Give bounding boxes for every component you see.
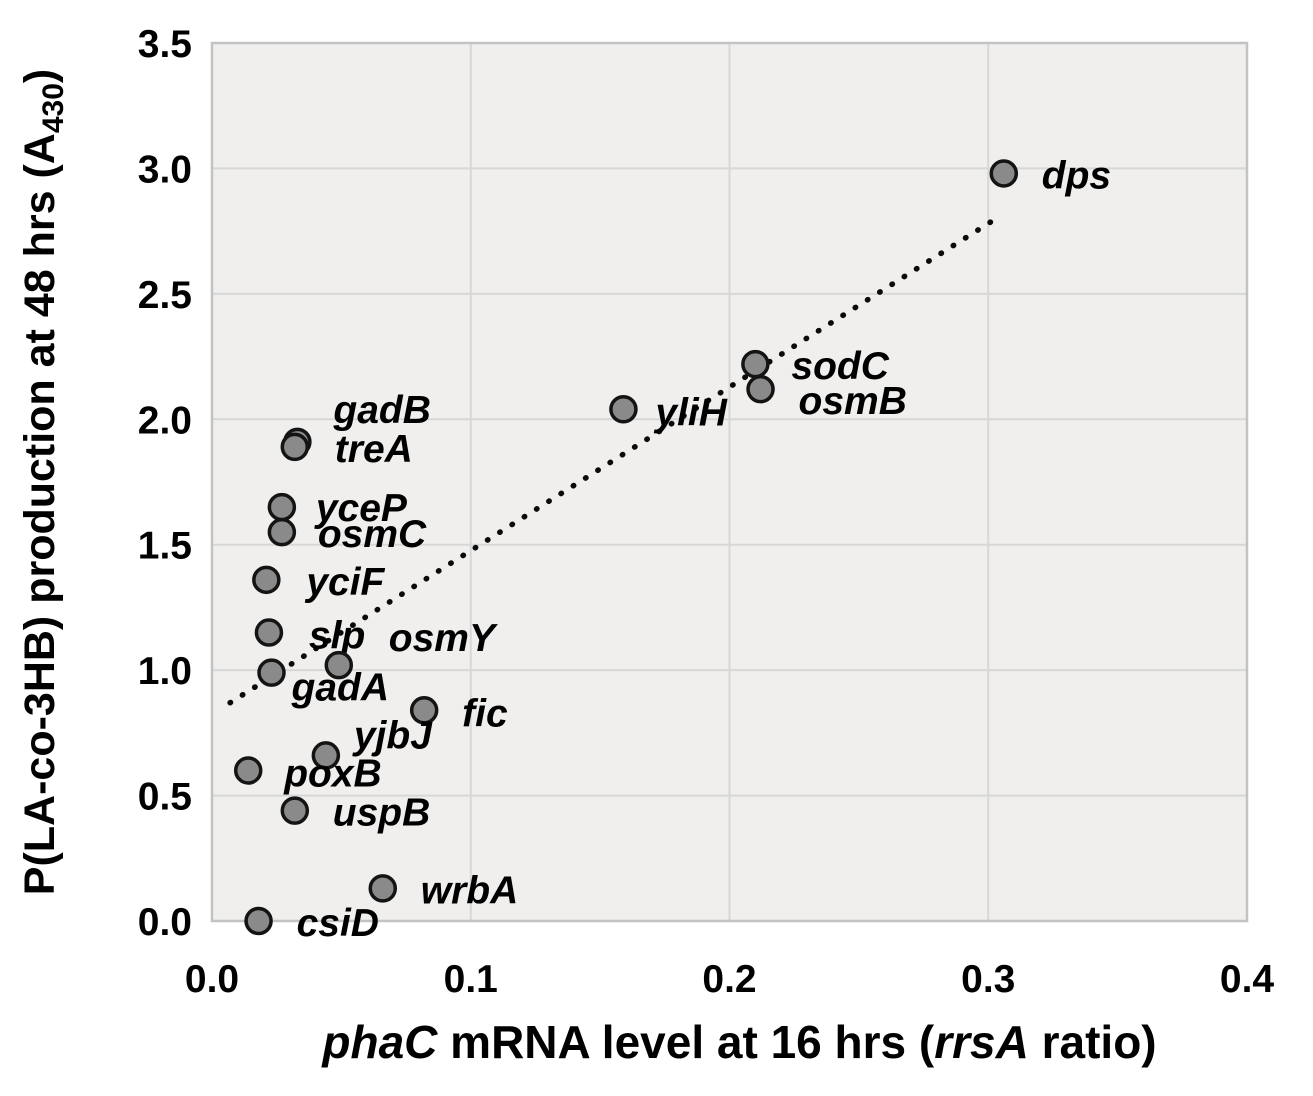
data-point-yceP xyxy=(267,492,297,522)
data-point-yjbJ xyxy=(311,741,341,770)
data-point-osmB xyxy=(746,374,775,404)
data-point-dps xyxy=(989,159,1019,188)
data-point-wrbA xyxy=(368,874,398,903)
data-point-treA xyxy=(280,432,310,462)
x-tick-label: 0.1 xyxy=(444,958,498,1001)
data-point-poxB xyxy=(233,756,263,785)
point-label-fic: fic xyxy=(462,692,508,735)
data-point-fic xyxy=(409,696,439,725)
data-point-yciF xyxy=(252,565,281,595)
point-label-osmC: osmC xyxy=(318,513,427,556)
trendline xyxy=(227,215,999,706)
y-tick-label: 2.0 xyxy=(138,399,192,442)
point-label-yjbJ: yjbJ xyxy=(352,714,433,757)
x-tick-label: 0.2 xyxy=(702,958,756,1001)
point-label-osmY: osmY xyxy=(389,617,498,660)
data-point-uspB xyxy=(280,796,310,825)
point-label-yceP: yceP xyxy=(314,487,408,530)
plot-border xyxy=(210,41,1249,923)
y-tick-label: 0.0 xyxy=(138,901,192,944)
y-tick-label: 2.5 xyxy=(138,274,192,317)
point-label-treA: treA xyxy=(335,428,413,471)
data-point-csiD xyxy=(244,906,273,936)
x-tick-label: 0.0 xyxy=(185,958,239,1001)
point-label-wrbA: wrbA xyxy=(421,869,519,912)
data-point-sodC xyxy=(741,349,770,379)
x-tick-label: 0.3 xyxy=(961,958,1015,1001)
y-tick-label: 0.5 xyxy=(138,776,192,819)
point-label-uspB: uspB xyxy=(333,792,431,835)
y-tick-label: 1.0 xyxy=(138,650,192,693)
point-label-osmB: osmB xyxy=(799,380,907,423)
y-tick-label: 3.0 xyxy=(138,148,192,191)
y-tick-label: 3.5 xyxy=(138,23,192,66)
point-label-slp: slp xyxy=(309,615,365,658)
point-label-dps: dps xyxy=(1042,154,1111,197)
point-label-gadB: gadB xyxy=(332,389,431,432)
point-label-sodC: sodC xyxy=(791,345,889,388)
point-label-yliH: yliH xyxy=(653,391,727,434)
data-point-gadA xyxy=(257,658,286,687)
y-tick-label: 1.5 xyxy=(138,525,192,568)
point-label-csiD: csiD xyxy=(297,902,379,945)
data-point-osmC xyxy=(267,517,297,547)
point-label-yciF: yciF xyxy=(304,561,385,604)
x-axis-title: phaC mRNA level at 16 hrs (rrsA ratio) xyxy=(320,1016,1156,1068)
point-label-poxB: poxB xyxy=(283,752,382,795)
x-tick-label: 0.4 xyxy=(1220,958,1275,1001)
point-label-gadA: gadA xyxy=(291,667,390,710)
data-point-yliH xyxy=(609,395,638,424)
data-point-osmY xyxy=(324,650,354,680)
data-point-slp xyxy=(254,618,284,647)
y-axis-title: P(LA-co-3HB) production at 48 hrs (A430) xyxy=(16,69,70,895)
